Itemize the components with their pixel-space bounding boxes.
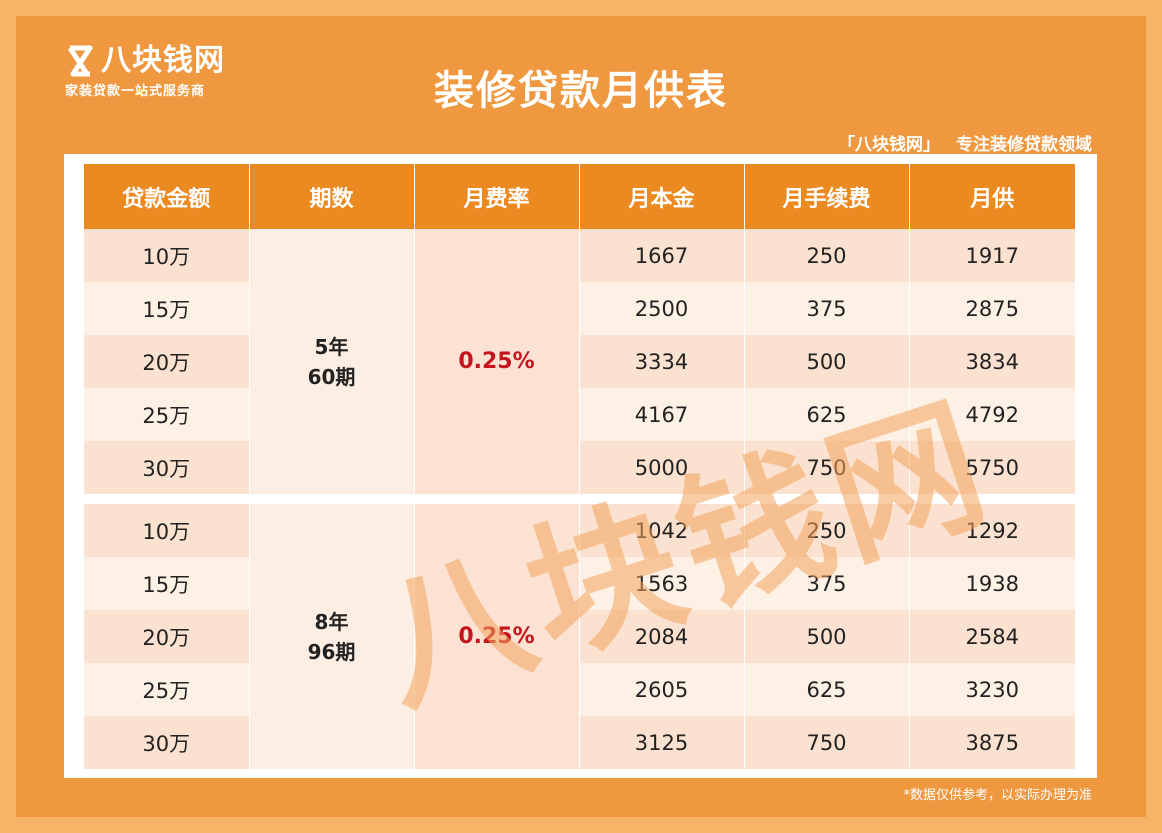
amount-cell: 20万	[84, 335, 250, 388]
principal-cell: 3125	[579, 716, 745, 769]
header-fee: 月手续费	[744, 164, 910, 229]
header-rate: 月费率	[414, 164, 580, 229]
amount-cell: 20万	[84, 610, 250, 663]
principal-cell: 2084	[579, 610, 745, 663]
payment-cell: 3230	[909, 663, 1075, 716]
rate-cell: 0.25%	[414, 229, 580, 494]
principal-cell: 1667	[579, 229, 745, 282]
header-principal: 月本金	[579, 164, 745, 229]
fee-cell: 375	[744, 557, 910, 610]
table-row: 15万 1563 375 1938	[84, 557, 1075, 610]
amount-cell: 10万	[84, 229, 250, 282]
payment-cell: 1292	[909, 504, 1075, 557]
header-payment: 月供	[909, 164, 1075, 229]
table-row: 30万 3125 750 3875	[84, 716, 1075, 769]
amount-cell: 15万	[84, 557, 250, 610]
table-row: 25万 4167 625 4792	[84, 388, 1075, 441]
footnote: *数据仅供参考，以实际办理为准	[903, 788, 1092, 803]
fee-cell: 625	[744, 663, 910, 716]
table-sheet: 贷款金额 期数 月费率 月本金 月手续费 月供 10万 5年 60期 0.25%…	[64, 154, 1097, 778]
amount-cell: 10万	[84, 504, 250, 557]
table-row: 10万 8年 96期 0.25% 1042 250 1292	[84, 504, 1075, 769]
principal-cell: 2500	[579, 282, 745, 335]
table-row: 15万 2500 375 2875	[84, 282, 1075, 335]
period-years: 5年	[314, 334, 349, 359]
fee-cell: 250	[744, 229, 910, 282]
tagline: 「八块钱网」 专注装修贷款领域	[822, 130, 1092, 155]
rate-cell: 0.25%	[414, 504, 580, 769]
principal-cell: 4167	[579, 388, 745, 441]
brand-slogan: 家装贷款一站式服务商	[65, 84, 206, 99]
period-cell: 5年 60期	[249, 229, 415, 494]
brand-name: 八块钱网	[101, 43, 225, 78]
fee-cell: 750	[744, 716, 910, 769]
group-divider	[84, 494, 1075, 504]
tagline-text: 专注装修贷款领域	[956, 135, 1092, 155]
period-years: 8年	[314, 609, 349, 634]
fee-cell: 500	[744, 335, 910, 388]
principal-cell: 5000	[579, 441, 745, 494]
page-title: 装修贷款月供表	[434, 68, 728, 114]
principal-cell: 3334	[579, 335, 745, 388]
table-row: 30万 5000 750 5750	[84, 441, 1075, 494]
table-row: 25万 2605 625 3230	[84, 663, 1075, 716]
header-amount: 贷款金额	[84, 164, 250, 229]
payment-cell: 2584	[909, 610, 1075, 663]
fee-cell: 625	[744, 388, 910, 441]
table-row: 20万 3334 500 3834	[84, 335, 1075, 388]
amount-cell: 25万	[84, 663, 250, 716]
payment-cell: 1938	[909, 557, 1075, 610]
tagline-brand: 「八块钱网」	[838, 135, 940, 155]
payment-cell: 3834	[909, 335, 1075, 388]
infinity-8-icon	[67, 45, 93, 77]
brand-logo: 八块钱网 家装贷款一站式服务商	[65, 43, 225, 100]
fee-cell: 250	[744, 504, 910, 557]
payment-cell: 4792	[909, 388, 1075, 441]
amount-cell: 30万	[84, 441, 250, 494]
table-row: 20万 2084 500 2584	[84, 610, 1075, 663]
principal-cell: 1563	[579, 557, 745, 610]
payment-cell: 2875	[909, 282, 1075, 335]
table-row: 10万 5年 60期 0.25% 1667 250 1917	[84, 229, 1075, 494]
table-header-row: 贷款金额 期数 月费率 月本金 月手续费 月供	[84, 164, 1075, 229]
amount-cell: 30万	[84, 716, 250, 769]
period-cell: 8年 96期	[249, 504, 415, 769]
amount-cell: 15万	[84, 282, 250, 335]
period-months: 60期	[307, 364, 356, 389]
payment-cell: 5750	[909, 441, 1075, 494]
fee-cell: 375	[744, 282, 910, 335]
payment-table: 贷款金额 期数 月费率 月本金 月手续费 月供 10万 5年 60期 0.25%…	[84, 164, 1075, 769]
fee-cell: 750	[744, 441, 910, 494]
payment-cell: 1917	[909, 229, 1075, 282]
amount-cell: 25万	[84, 388, 250, 441]
payment-cell: 3875	[909, 716, 1075, 769]
fee-cell: 500	[744, 610, 910, 663]
period-months: 96期	[307, 639, 356, 664]
header-period: 期数	[249, 164, 415, 229]
principal-cell: 2605	[579, 663, 745, 716]
principal-cell: 1042	[579, 504, 745, 557]
